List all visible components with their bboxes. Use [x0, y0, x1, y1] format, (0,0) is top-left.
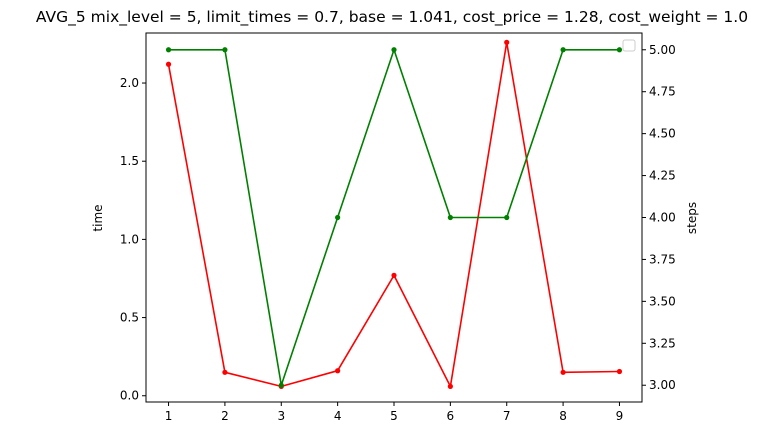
x-tick-label: 2 [221, 409, 229, 423]
series-1-point [165, 47, 172, 53]
series-1-point [447, 214, 453, 221]
left-axis-ticks: 0.0 0.5 1.0 1.5 2.0 [120, 76, 146, 403]
series-0-point [165, 61, 172, 67]
left-tick-label: 1.5 [120, 154, 139, 168]
series-layer [165, 39, 623, 389]
series-0-point [616, 368, 623, 375]
series-1-point [222, 47, 228, 53]
right-axis-label: steps [685, 202, 699, 234]
series-1-point [391, 47, 397, 53]
right-tick-label: 4.75 [649, 85, 676, 99]
right-tick-label: 5.00 [649, 43, 676, 57]
x-tick-label: 7 [503, 409, 511, 423]
x-axis-ticks: 1 2 3 4 5 6 7 8 9 [165, 402, 624, 423]
series-0-point [560, 369, 566, 375]
series-1-point [616, 47, 623, 53]
right-tick-label: 3.00 [649, 378, 676, 392]
series-0-point [222, 369, 228, 375]
legend-box [622, 39, 636, 52]
series-line-1 [168, 48, 620, 387]
series-line-0 [167, 41, 620, 388]
right-axis-ticks: 3.00 3.25 3.50 3.75 4.00 4.25 4.50 4.75 5.00 [642, 43, 676, 392]
x-tick-label: 9 [616, 409, 624, 423]
x-tick-label: 5 [390, 409, 398, 423]
x-tick-label: 3 [277, 409, 285, 423]
x-tick-label: 8 [559, 409, 567, 423]
right-tick-label: 4.50 [649, 127, 676, 141]
left-tick-label: 1.0 [120, 232, 139, 246]
series-1-point [504, 214, 510, 221]
right-tick-label: 3.75 [649, 252, 676, 266]
right-tick-label: 4.00 [649, 211, 676, 225]
left-tick-label: 0.0 [120, 389, 139, 403]
series-1-point [560, 47, 566, 53]
right-tick-label: 3.25 [649, 336, 676, 350]
x-tick-label: 6 [447, 409, 455, 423]
x-tick-label: 1 [165, 409, 173, 423]
series-1-point [335, 214, 341, 221]
chart-title: AVG_5 mix_level = 5, limit_times = 0.7, … [36, 8, 748, 27]
right-tick-label: 3.50 [649, 294, 676, 308]
x-tick-label: 4 [334, 409, 342, 423]
series-0-point [447, 383, 453, 389]
right-tick-label: 4.25 [649, 169, 676, 183]
left-axis-label: time [91, 204, 105, 231]
series-0-point [504, 39, 510, 45]
left-tick-label: 2.0 [120, 76, 139, 90]
series-0-point [335, 368, 341, 374]
left-tick-label: 0.5 [120, 311, 139, 325]
series-1-point [278, 382, 284, 388]
series-0-point [391, 272, 397, 278]
